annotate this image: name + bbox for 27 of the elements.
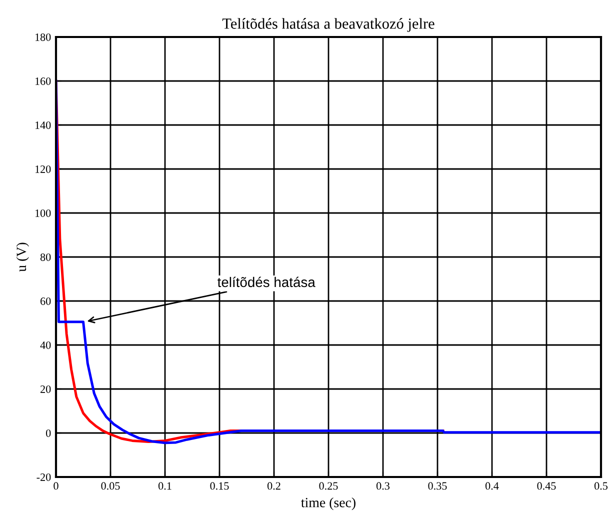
y-tick-label: 180 — [35, 33, 51, 41]
x-tick-label: 0.3 — [376, 482, 390, 490]
x-tick-label: 0.05 — [101, 482, 120, 490]
y-tick-label: 60 — [40, 297, 51, 305]
y-tick-label: 80 — [40, 253, 51, 261]
x-tick-label: 0.15 — [210, 482, 229, 490]
y-tick-label: 40 — [40, 341, 51, 349]
x-tick-label: 0.1 — [158, 482, 172, 490]
x-tick-label: 0.4 — [485, 482, 499, 490]
y-tick-label: 0 — [46, 429, 51, 437]
x-tick-label: 0.2 — [267, 482, 280, 490]
y-tick-label: 140 — [35, 121, 51, 129]
x-tick-label: 0.25 — [319, 482, 338, 490]
y-tick-label: -20 — [36, 473, 51, 481]
y-axis-title: u (V) — [16, 242, 29, 272]
x-axis-title: time (sec) — [301, 497, 356, 510]
y-tick-label: 120 — [35, 165, 51, 173]
y-tick-label: 160 — [35, 77, 51, 85]
x-tick-label: 0.45 — [537, 482, 556, 490]
y-tick-label: 100 — [35, 209, 51, 217]
chart-title: Telítõdés hatása a beavatkozó jelre — [222, 18, 434, 32]
x-tick-label: 0 — [54, 482, 58, 490]
x-tick-label: 0.35 — [428, 482, 447, 490]
annotation: telítõdés hatása — [218, 276, 316, 288]
x-tick-label: 0.5 — [594, 482, 608, 490]
y-tick-label: 20 — [40, 385, 51, 393]
line-series — [56, 80, 601, 444]
